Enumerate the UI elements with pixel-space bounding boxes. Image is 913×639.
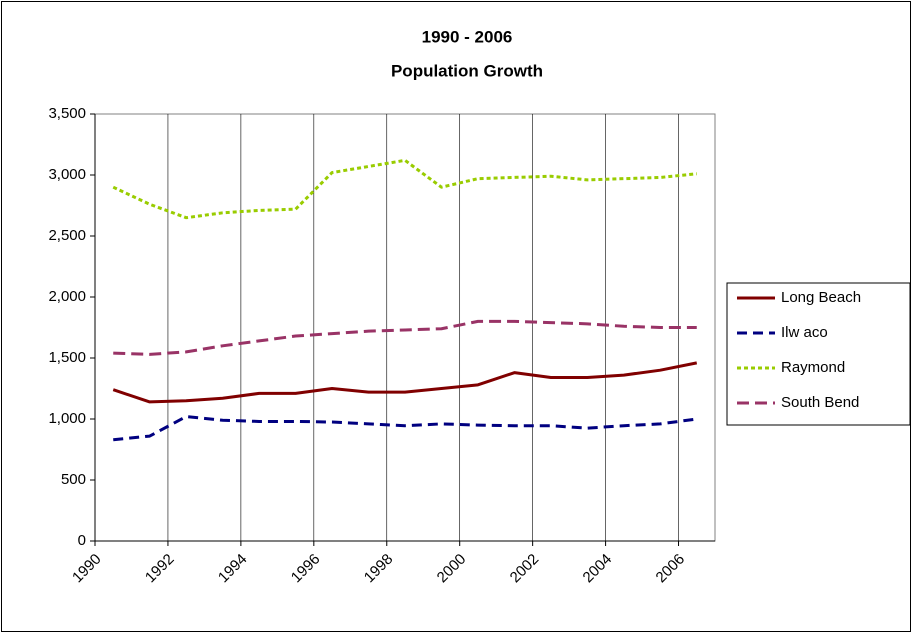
y-tick-label: 500: [61, 471, 86, 488]
y-tick-label: 2,500: [48, 227, 86, 244]
y-tick-label: 3,500: [48, 105, 86, 122]
series-line: [112, 158, 697, 220]
y-tick-label: 2,000: [48, 288, 86, 305]
series-line: [113, 415, 697, 442]
y-tick-label: 0: [78, 532, 86, 549]
legend-box: [726, 282, 911, 426]
series-line: [112, 361, 698, 404]
legend-label: South Bend: [781, 394, 859, 411]
chart-title: 1990 - 2006: [422, 27, 513, 46]
y-tick-label: 1,500: [48, 349, 86, 366]
y-tick-label: 1,000: [48, 410, 86, 427]
series-line: [113, 319, 697, 356]
legend-label: Raymond: [781, 359, 845, 376]
plot-area: [94, 113, 716, 542]
chart-subtitle: Population Growth: [391, 61, 543, 80]
y-tick-label: 3,000: [48, 166, 86, 183]
legend-label: Long Beach: [781, 289, 861, 306]
legend: Long Beach Ilw aco Raymond South Bend: [726, 282, 911, 426]
legend-label: Ilw aco: [781, 324, 828, 341]
